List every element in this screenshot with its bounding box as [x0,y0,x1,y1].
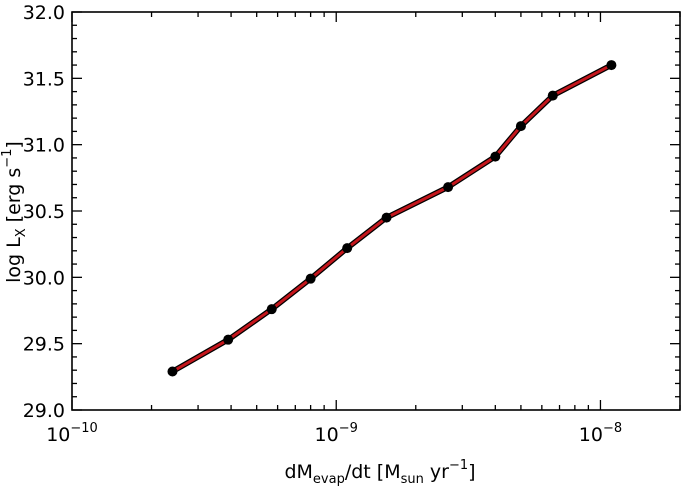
data-point [381,212,392,223]
tick-labels: 29.029.530.030.531.031.532.010−10 10−9 10−… [23,2,622,446]
data-point [515,121,526,132]
x-tick-label-base: 10 [46,424,70,446]
y-tick-label: 29.0 [23,400,65,422]
data-point [266,304,277,315]
x-tick-label: 10−9 [315,421,358,446]
data-point [443,182,454,193]
y-axis-label: log LX [erg s−1] [0,141,29,283]
data-point [490,151,501,162]
x-axis-label: dMevap/dt [Msun yr−1] [284,458,475,487]
x-tick-label-base: 10 [315,424,339,446]
data-series [167,60,617,377]
data-point [167,366,178,377]
data-point [547,90,558,101]
y-axis-label-rest: [erg s [3,168,25,229]
x-axis-label-end: ] [468,461,475,483]
y-axis-label-end: ] [3,141,25,148]
x-tick-label-base: 10 [579,424,603,446]
data-point [223,334,234,345]
y-tick-label: 30.5 [23,201,65,223]
x-axis-label-main: dM [284,461,312,483]
x-tick-label: 10−8 [579,421,622,446]
x-axis-label-tail-sup: −1 [449,458,468,473]
y-axis-label-rest-sup: −1 [0,149,15,168]
y-tick-label: 30.0 [23,267,65,289]
series-line-outline [169,62,615,375]
y-tick-label: 31.5 [23,68,65,90]
series-line [170,63,613,374]
data-point [342,243,353,254]
data-point [606,60,617,71]
data-point [305,273,316,284]
x-tick-label-exponent: −10 [70,421,97,436]
x-tick-label: 10−10 [46,421,98,446]
x-axis-label-main-sub: evap [313,472,345,487]
y-axis-label-main: log L [3,237,25,283]
x-axis-label-rest: /dt [M [345,461,401,483]
x-tick-label-exponent: −9 [339,421,358,436]
plot-frame [71,11,681,411]
y-tick-label: 29.5 [23,334,65,356]
x-tick-label-exponent: −8 [603,421,622,436]
y-tick-label: 32.0 [23,2,65,24]
x-axis-label-tail: yr [424,461,449,483]
axis-ticks [71,11,681,411]
x-axis-label-rest-sub: sun [401,472,424,487]
y-tick-label: 31.0 [23,135,65,157]
y-axis-label-main-sub: X [14,228,29,237]
